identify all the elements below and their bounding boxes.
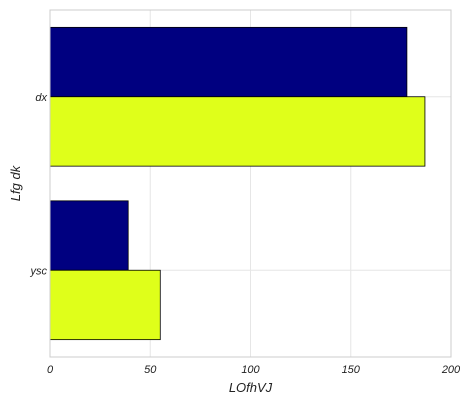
bar-dx-series-1 <box>49 26 408 98</box>
x-tick-label-150: 150 <box>342 364 361 376</box>
y-axis-title: Lfg dk <box>8 164 23 201</box>
plot-frame <box>49 9 452 358</box>
x-tick-label-50: 50 <box>144 364 157 376</box>
x-tick-label-0: 0 <box>47 364 54 376</box>
bars <box>49 26 426 341</box>
y-tick-label-dx: dx <box>35 92 47 104</box>
x-axis-title: LOfhVJ <box>229 380 273 395</box>
y-tick-labels: dx ysc <box>30 92 48 278</box>
y-tick-label-ysc: ysc <box>30 265 48 277</box>
bar-ysc-series-2 <box>49 269 161 341</box>
bar-dx-series-2 <box>49 96 426 167</box>
x-tick-labels: 0 50 100 150 200 <box>47 364 461 376</box>
x-tick-label-200: 200 <box>441 364 461 376</box>
bar-ysc-series-1 <box>49 200 129 271</box>
x-tick-label-100: 100 <box>241 364 260 376</box>
